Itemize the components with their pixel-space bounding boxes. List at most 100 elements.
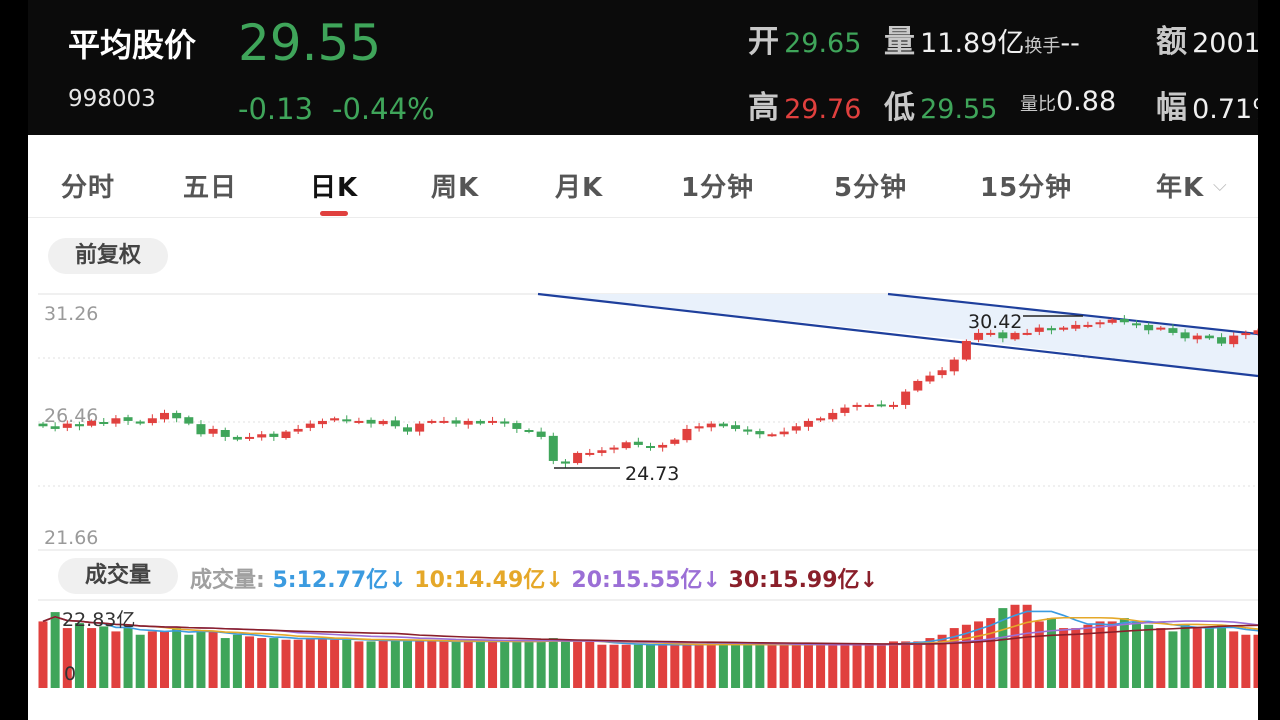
volume-bar [718, 644, 728, 688]
volume-bar [1022, 604, 1032, 688]
ma20-value: 20:15.55亿 [571, 568, 703, 593]
candle-body [1144, 324, 1154, 331]
candle-body [998, 332, 1008, 339]
volume-bar [889, 641, 898, 688]
high-label: 高 [748, 90, 779, 126]
candle-body [354, 420, 364, 423]
volume-section-label[interactable]: 成交量 [58, 558, 178, 594]
volume-bar [1059, 628, 1069, 688]
volume-bar [706, 643, 716, 688]
candle-body [1253, 330, 1258, 334]
candle-body [706, 423, 716, 428]
candle-body [743, 429, 753, 432]
candle-body [135, 421, 145, 424]
candle-body [208, 428, 218, 434]
y-tick-label: 26.46 [44, 405, 98, 427]
volume-bar [548, 638, 558, 688]
tab-weekly-k[interactable]: 周K [431, 173, 480, 203]
volume-bar [147, 631, 157, 688]
price-change-percent: -0.44% [332, 92, 435, 126]
candle-body [305, 423, 315, 428]
volume-bar [184, 634, 194, 688]
candle-body [986, 332, 996, 335]
tab-5min[interactable]: 5分钟 [834, 173, 908, 203]
tab-yearly-k[interactable]: 年K [1156, 173, 1205, 203]
volume-bar [111, 631, 121, 688]
candle-body [172, 412, 182, 419]
trend-channel-upper [887, 292, 1258, 336]
volume-bar [986, 618, 996, 688]
tab-1min[interactable]: 1分钟 [681, 173, 755, 203]
candle-body [451, 420, 461, 424]
volume-bar [1071, 628, 1081, 688]
volume-bar [816, 644, 826, 688]
volume-bar [245, 636, 255, 688]
volume-bar [220, 638, 230, 688]
y-tick-label: 31.26 [44, 303, 98, 325]
volume-bar [1192, 628, 1202, 688]
adjust-mode-button[interactable]: 前复权 [48, 238, 168, 274]
volume-bar [512, 641, 522, 688]
candle-body [342, 419, 352, 422]
volume-bar [1217, 624, 1227, 688]
candle-body [427, 420, 437, 423]
tab-five-day[interactable]: 五日 [183, 173, 238, 203]
tab-15min[interactable]: 15分钟 [980, 173, 1073, 203]
candle-body [633, 441, 643, 445]
candle-body [1022, 332, 1032, 335]
candle-body [232, 436, 242, 440]
candle-body [38, 423, 48, 427]
volume-ma-legend: 成交量: 5:12.77亿↓ 10:14.49亿↓ 20:15.55亿↓ 30:… [190, 562, 878, 594]
candle-body [1046, 328, 1056, 331]
volume-bar [1229, 631, 1239, 688]
tab-intraday[interactable]: 分时 [61, 173, 116, 203]
volume-bar [160, 631, 169, 688]
volume-bar [38, 621, 48, 688]
volume-bar [755, 644, 765, 688]
candle-body [864, 404, 874, 407]
chevron-down-icon[interactable]: ⌵ [1213, 175, 1227, 196]
volume-bar [803, 644, 813, 688]
volume-zero-label: 0 [64, 663, 76, 685]
volume-bar [1144, 624, 1154, 688]
volume-chart[interactable]: 22.83亿 0 [28, 598, 1258, 690]
high-annotation: 30.42 [968, 311, 1022, 333]
candle-body [1083, 324, 1093, 327]
candle-body [257, 434, 267, 438]
candle-body [512, 423, 522, 429]
volume-value: 11.89亿 [920, 28, 1025, 59]
volume-bar [1119, 618, 1129, 688]
volume-bar [585, 641, 595, 688]
volume-bar [1204, 628, 1214, 688]
volume-bar [597, 644, 607, 688]
volume-bar [937, 634, 947, 688]
turnover-label: 换手 [1024, 36, 1061, 57]
volume-ma30-line [42, 615, 1258, 645]
candle-body [548, 435, 558, 461]
candle-body [840, 407, 850, 413]
stock-code: 998003 [68, 86, 156, 112]
candlestick-chart[interactable]: 31.26 26.46 21.66 30.42 24.73 [28, 280, 1258, 552]
volume-bar [864, 644, 874, 688]
volume-bar [694, 644, 704, 688]
candle-body [767, 434, 777, 437]
volume-bar [731, 644, 741, 688]
candle-body [961, 340, 971, 360]
volume-bar [269, 638, 279, 688]
volume-bar [743, 644, 753, 688]
candle-body [463, 420, 473, 425]
volume-bar [1095, 621, 1105, 688]
volume-bar [62, 628, 72, 688]
candles-group [38, 315, 1258, 468]
volume-bar [646, 644, 655, 688]
candle-body [439, 420, 449, 423]
candle-body [1107, 319, 1117, 323]
tab-daily-k[interactable]: 日K [310, 173, 359, 203]
tab-monthly-k[interactable]: 月K [555, 173, 604, 203]
candle-body [1119, 319, 1129, 323]
volume-bar [524, 641, 534, 688]
amount-label: 额 [1156, 24, 1187, 60]
candle-body [317, 420, 327, 425]
volume-bar [573, 641, 583, 688]
candle-body [366, 419, 376, 424]
